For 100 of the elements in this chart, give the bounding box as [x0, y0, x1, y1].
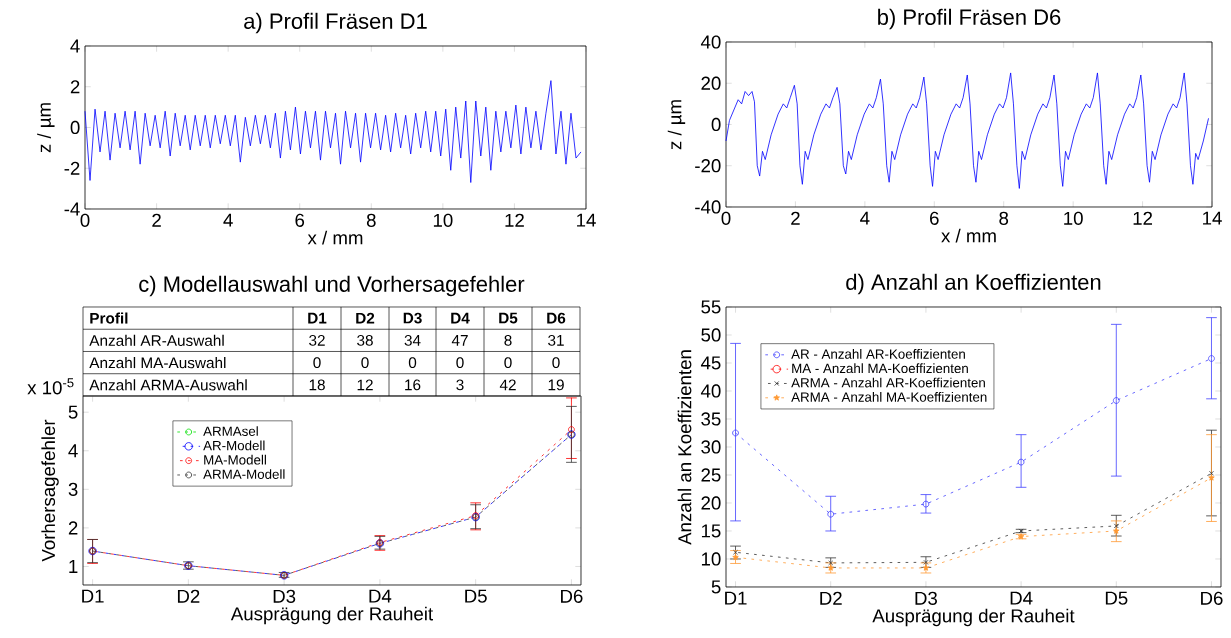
y-tick-label: 20	[701, 76, 721, 90]
y-tick-label: 0	[70, 120, 80, 135]
x-tick-label: 0	[721, 211, 731, 225]
data-label: 0	[504, 357, 512, 369]
data-label: 0	[456, 357, 464, 369]
y-tick-label: -20	[695, 159, 721, 173]
y-tick-label: -4	[64, 202, 80, 216]
chart-title: d) Anzahl an Koeffizienten	[846, 273, 1101, 295]
x-tick-label: D4	[451, 312, 470, 324]
x-tick-label: D6	[561, 589, 583, 603]
y-tick-label: 40	[700, 384, 721, 398]
data-label: 19	[548, 379, 564, 391]
data-label: 12	[357, 379, 373, 391]
y-tick-label: 10	[701, 552, 721, 566]
legend-label: MA - Anzahl MA-Koeffizienten	[792, 363, 968, 374]
y-axis-title: z / µm	[667, 100, 686, 150]
y-tick-label: -2	[64, 161, 80, 175]
chart-title: b) Profil Fräsen D6	[878, 8, 1061, 30]
data-label: 0	[361, 357, 369, 369]
x-tick-label: D3	[403, 312, 422, 324]
legend-label: ARMA - Anzahl MA-Koeffizienten	[791, 391, 987, 402]
data-label: 0	[552, 357, 560, 369]
y-tick-label: 1	[69, 560, 78, 573]
y-axis-title: Vorhersagefehler	[41, 419, 59, 562]
x-tick-label: D2	[820, 591, 842, 605]
x-tick-label: 10	[433, 213, 453, 227]
y-tick-label: Anzahl MA-Auswahl	[89, 356, 226, 369]
x-axis-title: x / mm	[307, 230, 363, 245]
x-tick-label: D5	[465, 589, 487, 603]
data-label: 8	[504, 334, 512, 346]
legend-label: ARMAsel	[203, 426, 258, 436]
y-tick-label: 5	[68, 405, 78, 419]
x-axis-title: Ausprägung der Rauheit	[230, 606, 433, 625]
x-tick-label: D4	[369, 589, 392, 603]
x-tick-label: D2	[356, 312, 375, 324]
chart-title: a) Profil Fräsen D1	[244, 12, 427, 34]
x-tick-label: 12	[505, 213, 524, 227]
legend-label: ARMA-Modell	[203, 469, 285, 479]
x-tick-label: D6	[547, 312, 566, 324]
y-tick-label: 2	[70, 80, 80, 94]
data-label: 32	[309, 334, 325, 346]
data-label: 31	[548, 334, 564, 346]
x-tick-label: 6	[295, 213, 305, 227]
x-tick-label: 6	[930, 211, 939, 225]
y-tick-label: -40	[695, 200, 721, 214]
y-axis-title: z / µm	[37, 103, 55, 153]
x-tick-label: D3	[915, 591, 938, 605]
x-tick-label: 4	[860, 211, 870, 225]
x-axis-title: Ausprägung der Rauheit	[872, 608, 1075, 627]
text: x 10$^{-5}$	[27, 378, 74, 395]
x-tick-label: D5	[499, 312, 518, 324]
x-tick-label: 0	[80, 213, 90, 227]
data-label: 3	[456, 379, 464, 391]
y-tick-label: 25	[701, 468, 721, 482]
legend-label: AR-Modell	[203, 440, 265, 451]
text: Profil	[90, 312, 128, 324]
y-tick-label: 20	[701, 496, 721, 510]
y-axis-title: Anzahl an Koeffizienten	[677, 350, 692, 545]
y-tick-label: 3	[68, 482, 78, 496]
x-tick-label: 14	[577, 213, 596, 227]
y-tick-label: 50	[701, 328, 721, 342]
x-axis-title: x / mm	[941, 228, 996, 243]
x-tick-label: D1	[725, 591, 747, 605]
data-label: 18	[309, 379, 325, 391]
x-tick-label: 4	[223, 213, 233, 227]
x-tick-label: D1	[308, 312, 327, 324]
y-tick-label: 45	[700, 356, 721, 370]
legend-label: AR - Anzahl AR-Koeffizienten	[791, 348, 965, 359]
x-tick-label: D3	[273, 589, 296, 603]
data-label: 42	[499, 379, 516, 391]
data-label: 0	[408, 357, 417, 369]
y-tick-label: 2	[68, 521, 78, 535]
legend-label: MA-Modell	[204, 454, 266, 465]
x-tick-label: D4	[1010, 591, 1033, 605]
y-tick-label: 0	[711, 117, 721, 132]
y-tick-label: 15	[701, 524, 721, 538]
x-tick-label: 2	[791, 211, 800, 225]
data-label: 47	[451, 335, 468, 346]
y-tick-label: 35	[701, 412, 721, 426]
x-tick-label: D1	[82, 589, 104, 603]
y-tick-label: Anzahl AR-Auswahl	[89, 334, 224, 346]
data-label: 38	[357, 334, 373, 346]
x-tick-label: 12	[1133, 211, 1153, 225]
x-tick-label: 14	[1203, 211, 1222, 225]
x-tick-label: D2	[177, 589, 200, 603]
y-tick-label: 55	[701, 300, 721, 314]
data-label: 34	[404, 334, 421, 346]
y-tick-label: 5	[711, 580, 721, 594]
y-tick-label: 30	[701, 440, 721, 454]
x-tick-label: D5	[1105, 591, 1128, 605]
data-label: 0	[313, 357, 321, 369]
y-tick-label: Anzahl ARMA-Auswahl	[89, 379, 247, 391]
x-tick-label: 8	[999, 211, 1009, 225]
legend-label: ARMA - Anzahl AR-Koeffizienten	[791, 377, 985, 388]
data-label: 16	[405, 379, 421, 391]
y-tick-label: 4	[70, 39, 80, 53]
y-tick-label: 4	[68, 444, 78, 458]
x-tick-label: 10	[1064, 211, 1083, 225]
chart-title: c) Modellauswahl und Vorhersagefehler	[139, 275, 525, 297]
x-tick-label: D6	[1201, 591, 1223, 605]
